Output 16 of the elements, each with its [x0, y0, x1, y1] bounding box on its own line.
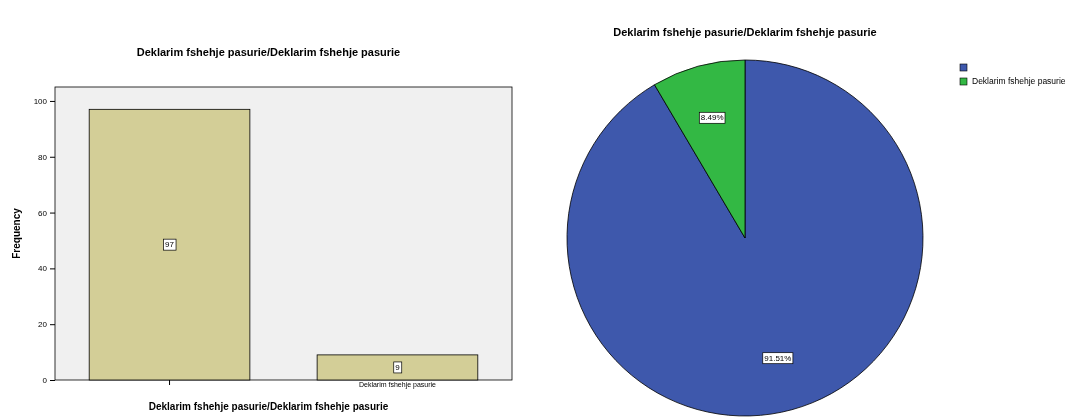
data-label: 9 — [395, 362, 401, 372]
y-tick-label: 60 — [38, 208, 48, 218]
data-label: 97 — [165, 240, 175, 250]
chart-title: Deklarim fshehje pasurie/Deklarim fshehje pasurie — [136, 46, 401, 58]
y-tick-label: 100 — [33, 97, 48, 107]
y-tick-label: 40 — [38, 264, 48, 274]
y-axis-title: Frequency — [11, 207, 22, 259]
y-tick-label: 80 — [38, 152, 48, 162]
y-tick-label: 0 — [42, 376, 48, 386]
data-label: 8.49% — [700, 113, 724, 123]
legend-label: Deklarim fshehje pasurie — [972, 76, 1066, 86]
chart-title: Deklarim fshehje pasurie/Deklarim fshehje pasurie — [613, 26, 877, 38]
x-axis-title: Deklarim fshehje pasurie/Deklarim fshehje pasurie — [148, 401, 389, 412]
pie-slice — [566, 59, 924, 417]
data-label: 91.51% — [764, 353, 792, 363]
y-tick-label: 20 — [38, 320, 48, 330]
